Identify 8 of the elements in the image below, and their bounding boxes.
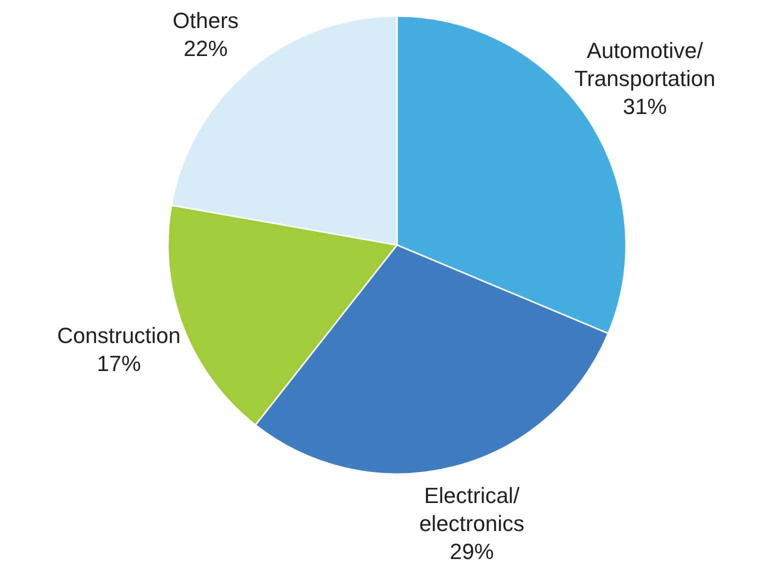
data-label: 17% [96,351,141,376]
slice-label: Electrical/electronics [419,482,524,536]
data-label: 31% [622,94,667,119]
data-label: 22% [184,36,228,61]
slice-label: Others [172,8,239,33]
data-label: 29% [450,538,494,564]
slice-label: Construction [57,323,181,348]
slice-label: Automotive/Transportation [574,38,716,91]
